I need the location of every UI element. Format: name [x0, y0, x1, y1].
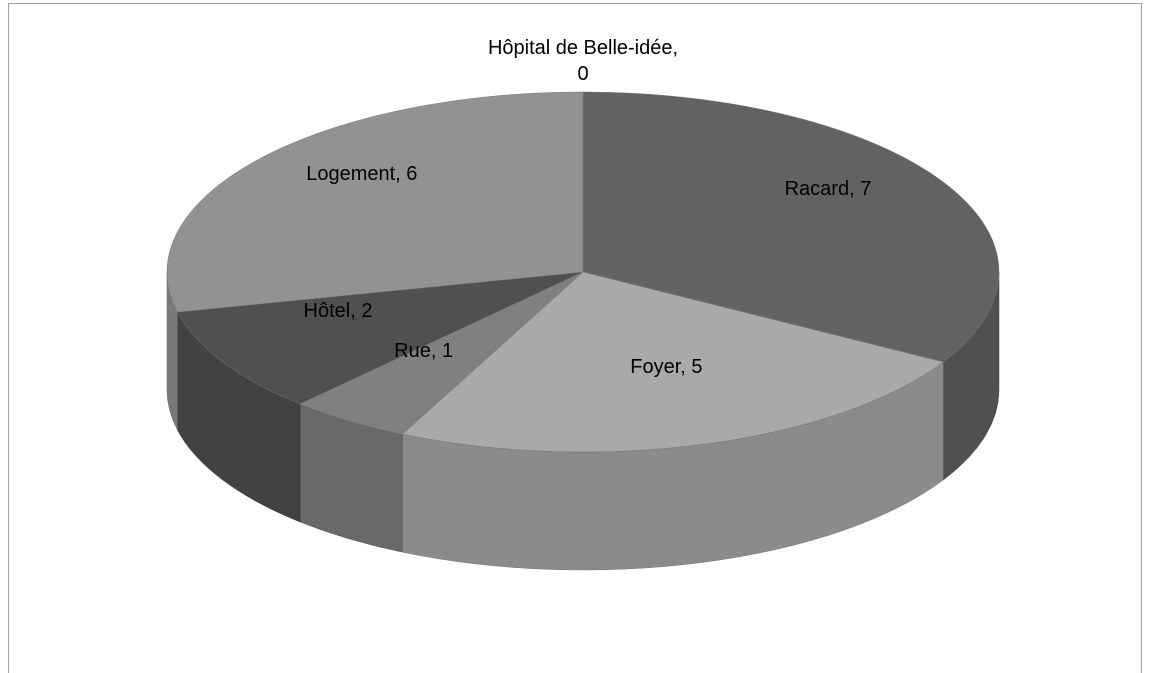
- pie-slice: [177, 271, 584, 405]
- data-label: Racard, 7: [784, 177, 872, 200]
- data-label: Foyer, 5: [630, 355, 703, 378]
- data-label: Logement, 6: [306, 162, 418, 185]
- data-label: Hôtel, 2: [303, 300, 373, 323]
- pie-slice: [582, 91, 1000, 363]
- pie-slice: [401, 271, 944, 453]
- data-label: Hôpital de Belle-idée, 0: [487, 37, 679, 86]
- pie-slice: [166, 91, 584, 313]
- data-label: Rue, 1: [394, 340, 454, 363]
- chart-frame: [8, 3, 1142, 673]
